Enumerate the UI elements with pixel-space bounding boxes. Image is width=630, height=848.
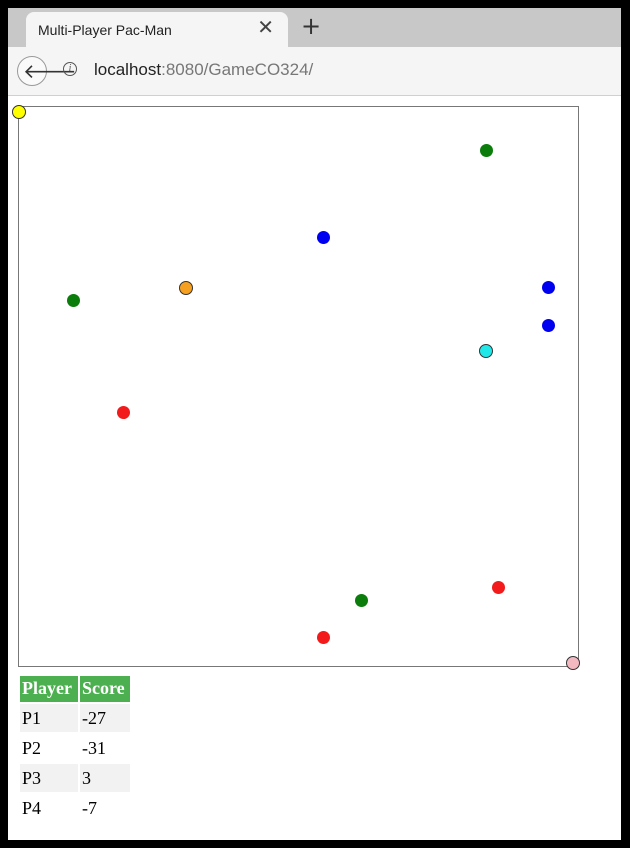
back-button[interactable]: 🡐	[17, 56, 77, 86]
player-cell: P4	[22, 797, 42, 818]
address-bar[interactable]: localhost:8080/GameCO324/	[94, 60, 313, 80]
browser-tab[interactable]: Multi-Player Pac-Man ✕	[26, 12, 288, 47]
player-pink	[566, 656, 580, 670]
table-row: P2 -31	[20, 734, 130, 762]
game-board[interactable]	[12, 105, 580, 670]
close-icon[interactable]: ✕	[257, 17, 274, 39]
player-orange	[179, 281, 193, 295]
score-table: Player Score P1 -27 P2 -31 P3 3 P4 -7	[18, 674, 132, 824]
url-host: localhost	[94, 60, 162, 79]
table-row: P3 3	[20, 764, 130, 792]
food-dot-blue	[317, 231, 330, 244]
food-dot-green	[355, 594, 368, 607]
food-dot-red	[492, 581, 505, 594]
food-dot-blue	[542, 281, 555, 294]
food-dot-blue	[542, 319, 555, 332]
browser-window: Multi-Player Pac-Man ✕ + 🡐 i localhost:8…	[8, 8, 621, 840]
food-dot-green	[480, 144, 493, 157]
score-column-header: Score	[80, 676, 130, 702]
tab-bar: Multi-Player Pac-Man ✕ +	[8, 8, 621, 47]
score-cell: 3	[80, 764, 130, 792]
table-row: P1 -27	[20, 704, 130, 732]
food-dot-red	[117, 406, 130, 419]
table-row: P4 -7	[20, 794, 130, 822]
navigation-bar: 🡐 i localhost:8080/GameCO324/	[8, 47, 621, 96]
food-dot-green	[67, 294, 80, 307]
player-cell: P2	[22, 737, 42, 758]
url-path: :8080/GameCO324/	[161, 60, 314, 79]
player-yellow	[12, 105, 26, 119]
table-header-row: Player Score	[20, 676, 130, 702]
score-cell: -27	[80, 704, 130, 732]
player-cell: P1	[20, 704, 78, 732]
player-cell: P3	[20, 764, 78, 792]
score-cell: -7	[82, 797, 97, 818]
food-dot-red	[317, 631, 330, 644]
info-icon[interactable]: i	[63, 62, 77, 76]
player-column-header: Player	[20, 676, 78, 702]
plus-icon[interactable]: +	[301, 12, 322, 40]
score-cell: -31	[82, 737, 106, 758]
player-cyan	[479, 344, 493, 358]
tab-title: Multi-Player Pac-Man	[38, 22, 172, 38]
